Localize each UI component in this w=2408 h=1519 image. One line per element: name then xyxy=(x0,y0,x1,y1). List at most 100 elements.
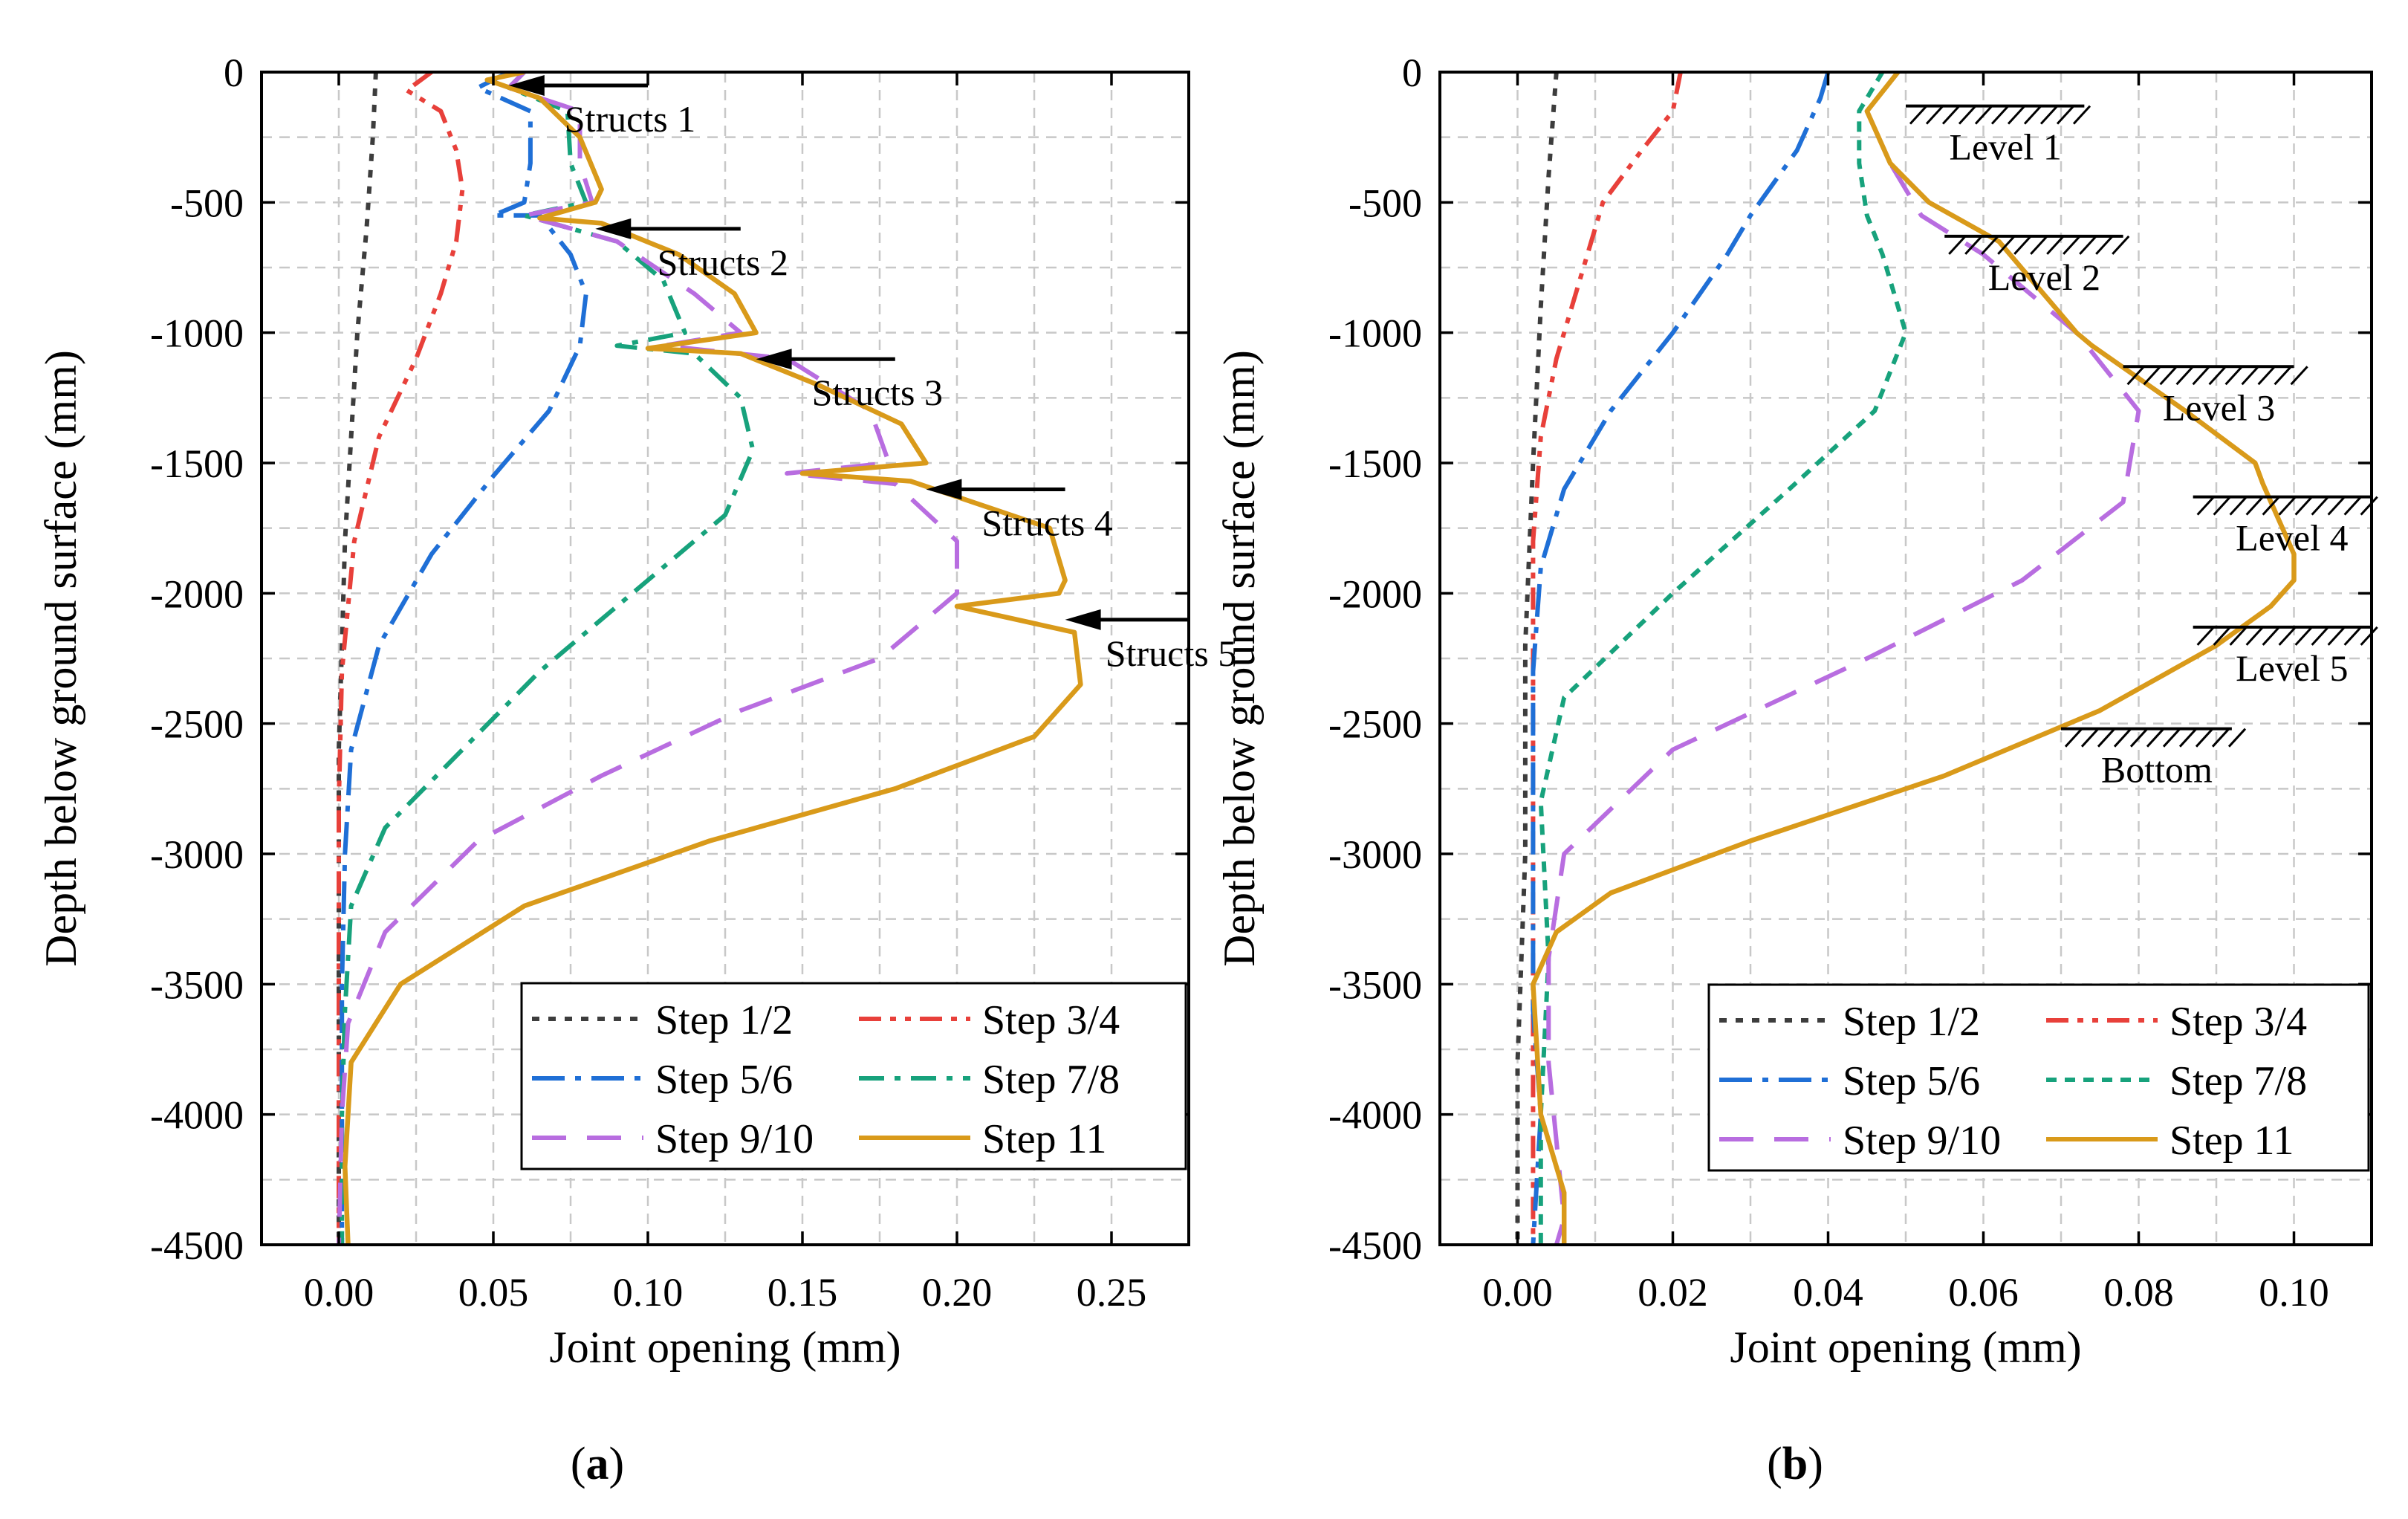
hatch-mark xyxy=(2196,626,2215,646)
legend-label: Step 7/8 xyxy=(982,1057,1120,1103)
hatch-mark xyxy=(1981,235,1999,255)
hatch-mark xyxy=(2072,105,2091,125)
panel-caption: (a) xyxy=(571,1439,624,1489)
hatch-mark xyxy=(2146,728,2165,748)
hatch-mark xyxy=(2030,235,2048,255)
x-tick-label: 0.25 xyxy=(1077,1270,1147,1315)
y-tick-label: -1000 xyxy=(1328,311,1422,356)
hatch-mark xyxy=(2262,496,2280,516)
series-line-step-7-8 xyxy=(340,72,756,1245)
y-tick-label: -1500 xyxy=(150,441,244,486)
legend-label: Step 1/2 xyxy=(655,997,793,1043)
series-line-step-9-10 xyxy=(1546,72,2141,1245)
level-label: Level 2 xyxy=(1988,256,2100,298)
y-tick-label: -1000 xyxy=(150,311,244,356)
hatch-mark xyxy=(2007,105,2026,125)
hatch-mark xyxy=(2327,626,2346,646)
annotation-label: Structs 3 xyxy=(812,372,943,413)
legend-label: Step 5/6 xyxy=(655,1057,793,1103)
hatch-mark xyxy=(2013,235,2032,255)
hatch-mark xyxy=(2095,235,2114,255)
panel-caption: (b) xyxy=(1767,1439,1823,1489)
hatch-mark xyxy=(2311,626,2329,646)
hatch-mark xyxy=(2311,496,2329,516)
annotation-label: Structs 5 xyxy=(1106,632,1236,674)
hatch-mark xyxy=(2080,728,2100,748)
hatch-mark xyxy=(2097,728,2116,748)
hatch-mark xyxy=(1974,105,1993,125)
legend-label: Step 9/10 xyxy=(1843,1118,2001,1164)
hatch-mark xyxy=(2360,626,2378,646)
hatch-mark xyxy=(1958,105,1977,125)
hatch-mark xyxy=(2159,366,2178,386)
y-tick-label: -4500 xyxy=(150,1223,244,1268)
hatch-mark xyxy=(1925,105,1944,125)
hatch-mark xyxy=(2178,728,2198,748)
panel-caption-letter: a xyxy=(586,1439,609,1489)
x-tick-label: 0.02 xyxy=(1638,1270,1708,1315)
hatch-mark xyxy=(2195,728,2214,748)
legend-label: Step 9/10 xyxy=(655,1116,814,1162)
hatch-mark xyxy=(2227,728,2247,748)
series-line-step-7-8 xyxy=(1538,72,1908,1245)
panel-caption-letter: b xyxy=(1782,1439,1808,1489)
x-tick-label: 0.08 xyxy=(2103,1270,2174,1315)
hatch-mark xyxy=(2162,728,2181,748)
hatch-mark xyxy=(2327,496,2346,516)
x-tick-label: 0.15 xyxy=(767,1270,838,1315)
x-tick-label: 0.20 xyxy=(922,1270,993,1315)
arrow-head-icon xyxy=(1065,609,1101,630)
hatch-mark xyxy=(2112,235,2130,255)
x-tick-label: 0.04 xyxy=(1793,1270,1863,1315)
annotation-label: Structs 4 xyxy=(981,502,1112,544)
x-tick-label: 0.10 xyxy=(613,1270,684,1315)
legend-label: Step 11 xyxy=(2170,1118,2294,1164)
hatch-mark xyxy=(2278,626,2297,646)
plot-frame xyxy=(260,71,1190,1246)
hatch-mark xyxy=(1964,235,1983,255)
level-label: Level 1 xyxy=(1950,126,2062,168)
y-axis-title: Depth below ground surface (mm) xyxy=(1215,350,1264,967)
legend-label: Step 11 xyxy=(982,1116,1106,1162)
hatch-mark xyxy=(2290,366,2308,386)
hatch-mark xyxy=(2257,366,2276,386)
legend-box xyxy=(1707,983,2370,1172)
hatch-mark xyxy=(2064,728,2083,748)
legend-label: Step 5/6 xyxy=(1843,1058,1980,1104)
hatch-mark xyxy=(1990,105,2010,125)
y-tick-label: -2500 xyxy=(1328,702,1422,747)
series-line-step-3-4 xyxy=(1531,72,1683,1245)
hatch-mark xyxy=(2262,626,2280,646)
hatch-mark xyxy=(2213,626,2231,646)
hatch-mark xyxy=(2241,366,2259,386)
arrow-head-icon xyxy=(508,75,545,96)
y-axis-title: Depth below ground surface (mm) xyxy=(36,350,85,967)
y-tick-label: 0 xyxy=(224,51,244,95)
x-tick-label: 0.00 xyxy=(1482,1270,1553,1315)
x-axis-title: Joint opening (mm) xyxy=(1730,1323,2081,1372)
hatch-mark xyxy=(2023,105,2042,125)
x-tick-label: 0.05 xyxy=(458,1270,529,1315)
arrow-head-icon xyxy=(756,349,792,370)
hatch-mark xyxy=(2245,626,2264,646)
annotation-label: Structs 2 xyxy=(658,242,788,283)
hatch-mark xyxy=(2129,728,2149,748)
series-line-step-5-6 xyxy=(340,72,588,1245)
panel-b: 0.00 0.02 0.04 0.06 0.08 0.10 0 -500 -1000 -1500 -… xyxy=(1215,51,2378,1489)
series-line-step-11 xyxy=(1531,72,2297,1245)
y-tick-label: -4000 xyxy=(150,1093,244,1138)
hatch-mark xyxy=(1997,235,2016,255)
hatch-mark xyxy=(2343,496,2362,516)
hatch-mark xyxy=(2063,235,2081,255)
hatch-mark xyxy=(2294,626,2313,646)
y-tick-label: -2000 xyxy=(150,571,244,616)
level-label: Level 3 xyxy=(2163,386,2275,428)
hatch-mark xyxy=(1948,235,1967,255)
hatch-mark xyxy=(2278,496,2297,516)
hatch-mark xyxy=(2229,496,2248,516)
hatch-mark xyxy=(2056,105,2075,125)
hatch-mark xyxy=(2343,626,2362,646)
hatch-mark xyxy=(2229,626,2248,646)
hatch-mark xyxy=(2196,496,2215,516)
